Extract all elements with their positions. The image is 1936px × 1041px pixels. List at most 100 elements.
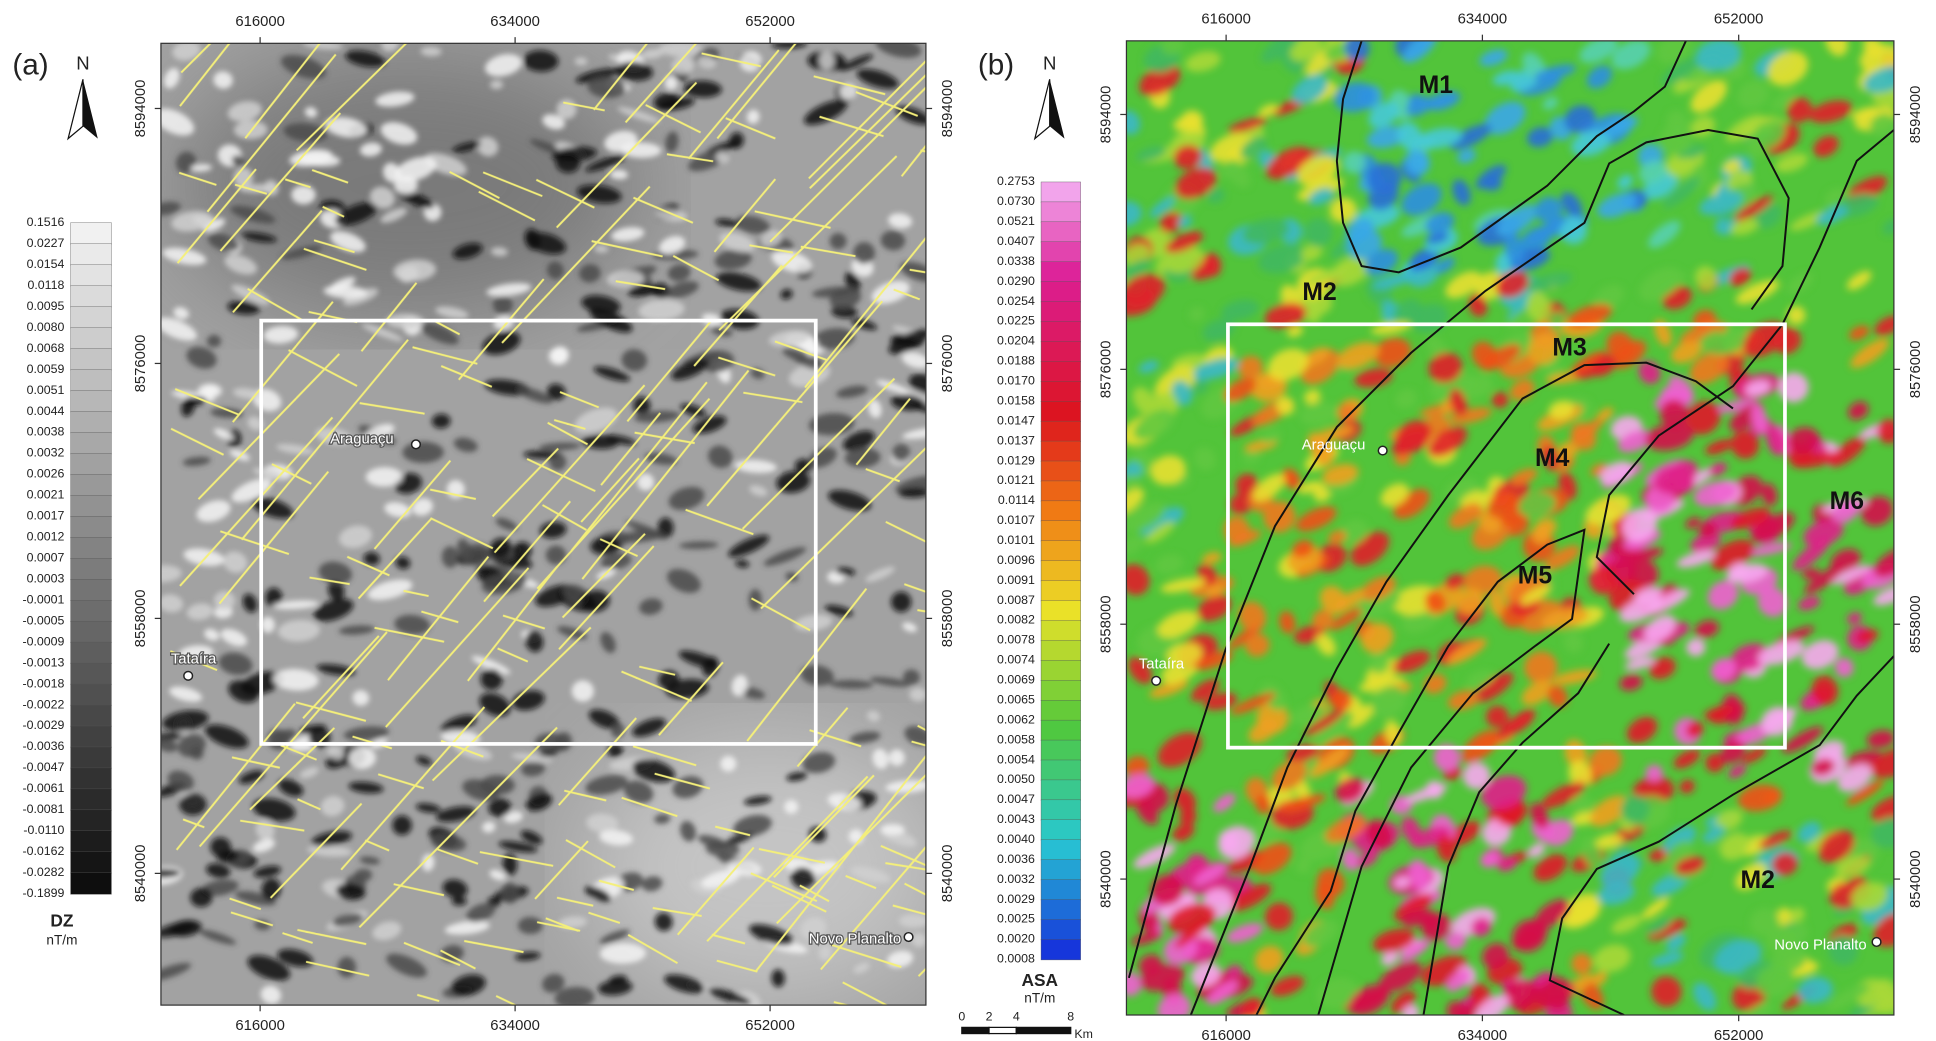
colorbar-cell (71, 349, 112, 371)
colorbar-label: 0.0025 (997, 912, 1035, 926)
colorbar-cell (1041, 242, 1081, 263)
colorbar-cell (1041, 780, 1081, 801)
colorbar-label: 0.0290 (997, 274, 1035, 288)
colorbar-label: -0.0036 (22, 739, 64, 753)
scale-label: 8 (1067, 1010, 1074, 1024)
town-marker (412, 440, 421, 449)
y-tick-label: 8558000 (940, 590, 956, 648)
colorbar-cell (1041, 262, 1081, 283)
colorbar-cell (71, 558, 112, 580)
colorbar-label: -0.0009 (22, 634, 64, 648)
y-tick-label: 8540000 (1099, 850, 1115, 908)
y-tick-label: 8594000 (133, 80, 149, 138)
colorbar-label: 0.0003 (27, 571, 65, 585)
colorbar-label: 0.0114 (998, 493, 1035, 507)
colorbar-label: 0.0188 (997, 354, 1035, 368)
colorbar-label: 0.0407 (997, 234, 1035, 248)
colorbar-cell (71, 642, 112, 664)
colorbar-label: 0.0096 (997, 553, 1035, 567)
colorbar-cell (71, 831, 112, 853)
colorbar-label: 0.0036 (997, 852, 1035, 866)
colorbar-cell (1041, 700, 1081, 721)
colorbar-label: 0.0225 (997, 314, 1035, 328)
x-tick-label: 616000 (235, 1018, 285, 1034)
colorbar-cell (1041, 880, 1081, 901)
north-arrow-half (68, 79, 83, 138)
domain-label: M5 (1518, 562, 1553, 589)
colorbar-cell (1041, 601, 1081, 622)
domain-label: M6 (1830, 488, 1864, 515)
colorbar-label: 0.0087 (997, 593, 1035, 607)
figure: (a) (b) N N DZ nT/m ASA nT/m 0248Km 6160… (0, 0, 1936, 1041)
colorbar-label: 0.0118 (28, 278, 65, 292)
colorbar-cell (71, 286, 112, 308)
colorbar-label: 0.0058 (997, 732, 1035, 746)
town-label: Novo Planalto (1774, 938, 1866, 954)
domain-label: M1 (1419, 72, 1454, 99)
colorbar-cell (1041, 820, 1081, 841)
colorbar-cell (1041, 521, 1081, 542)
north-arrow-half (1050, 79, 1065, 138)
domain-label: M2 (1302, 279, 1336, 306)
x-tick-label: 616000 (235, 14, 285, 30)
colorbar-label: 0.0147 (997, 413, 1035, 427)
colorbar-cell (71, 537, 112, 559)
y-tick-label: 8594000 (1099, 86, 1115, 144)
colorbar-label: -0.0162 (22, 844, 64, 858)
colorbar-cell (1041, 740, 1081, 761)
colorbar-cell (71, 391, 112, 413)
domain-label: M4 (1535, 445, 1570, 472)
y-tick-label: 8594000 (940, 80, 956, 138)
colorbar-label: 0.0521 (997, 214, 1035, 228)
north-arrow-half (83, 79, 98, 138)
colorbar-cell (71, 768, 112, 790)
colorbar-cell (1041, 561, 1081, 582)
colorbar-label: 0.0029 (997, 892, 1035, 906)
scale-segment (989, 1027, 1016, 1033)
colorbar-label: 0.0101 (997, 533, 1035, 547)
colorbar-cell (1041, 620, 1081, 641)
colorbar-label: 0.0121 (997, 473, 1035, 487)
colorbar-label: 0.2753 (997, 174, 1035, 188)
domain-label: M3 (1552, 335, 1586, 362)
colorbar-cell (1041, 860, 1081, 881)
colorbar-label: 0.0091 (997, 573, 1035, 587)
colorbar-cell (1041, 840, 1081, 861)
colorbar-cell (1041, 680, 1081, 701)
colorbar-cell (71, 516, 112, 538)
scale-label: 2 (986, 1010, 993, 1024)
colorbar-cell (1041, 581, 1081, 602)
colorbar-label: 0.0043 (997, 812, 1035, 826)
y-tick-label: 8576000 (1908, 340, 1924, 398)
dz-raster (142, 0, 1055, 1023)
town-label: Tataíra (1139, 657, 1185, 673)
colorbar-cell (1041, 381, 1081, 402)
y-tick-label: 8594000 (1908, 86, 1924, 144)
scale-segment (1016, 1027, 1070, 1033)
town-label: Tataíra (171, 652, 217, 668)
x-tick-label: 616000 (1201, 12, 1251, 28)
y-tick-label: 8576000 (940, 335, 956, 393)
y-tick-label: 8540000 (1908, 850, 1924, 908)
colorbar-label: 0.0068 (27, 341, 65, 355)
raster-blob (198, 384, 222, 399)
colorbar-label: 0.0137 (997, 433, 1035, 447)
colorbar-cell (71, 265, 112, 287)
colorbar-cell (71, 474, 112, 496)
x-tick-label: 634000 (1458, 12, 1508, 28)
colorbar-unit: nT/m (1024, 991, 1055, 1006)
colorbar-label: -0.0029 (22, 718, 64, 732)
colorbar-cell (71, 684, 112, 706)
colorbar-cell (1041, 341, 1081, 362)
colorbar-title: ASA (1022, 970, 1059, 990)
colorbar-label: 0.0008 (997, 952, 1035, 966)
colorbar-cell (71, 411, 112, 433)
x-tick-label: 652000 (1714, 1028, 1764, 1041)
colorbar-label: 0.0047 (997, 792, 1035, 806)
colorbar-cell (1041, 760, 1081, 781)
north-arrow-half (1035, 79, 1050, 138)
colorbar-cell (1041, 481, 1081, 502)
colorbar-label: -0.1899 (22, 886, 64, 900)
y-tick-label: 8558000 (133, 590, 149, 648)
raster-blob (903, 669, 920, 685)
